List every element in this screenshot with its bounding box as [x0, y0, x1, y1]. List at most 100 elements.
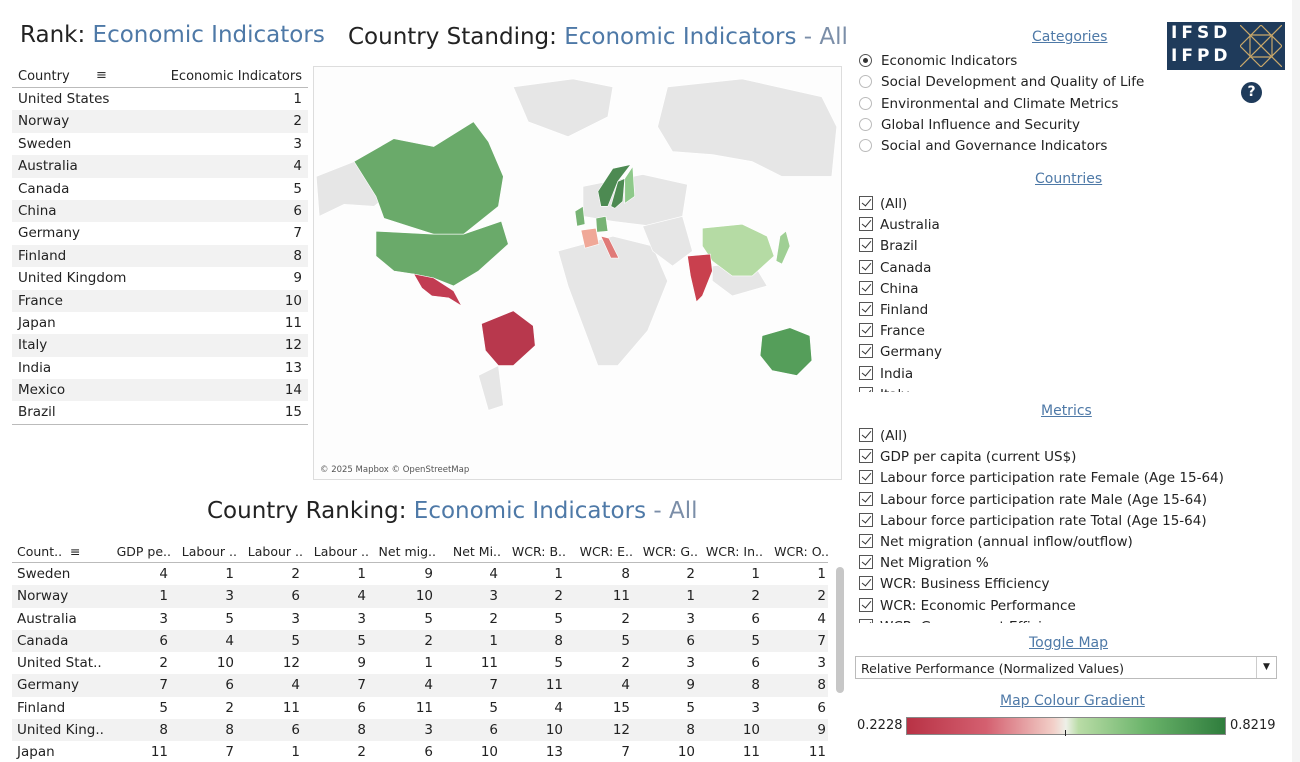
country-canada[interactable]: [353, 121, 504, 235]
metric-option[interactable]: (All): [859, 426, 907, 446]
checkbox-icon[interactable]: [859, 280, 873, 295]
country-option[interactable]: (All): [859, 194, 907, 214]
chevron-down-icon[interactable]: ▼: [1256, 657, 1276, 678]
checkbox-icon[interactable]: [859, 196, 873, 210]
rank-row[interactable]: Finland 8: [12, 244, 308, 268]
category-option[interactable]: Social Development and Quality of Life: [859, 72, 1144, 92]
radio-icon[interactable]: [859, 54, 872, 67]
checkbox-icon[interactable]: [859, 534, 873, 548]
ranking-row[interactable]: Sweden 4 1 2 1 9 4 1 8 2 1 1: [12, 563, 828, 585]
rank-row[interactable]: United Kingdom 9: [12, 267, 308, 289]
checkbox-icon[interactable]: [859, 259, 873, 274]
checkbox-icon[interactable]: [859, 302, 873, 316]
ranking-col-metric[interactable]: Labour ..: [181, 544, 237, 559]
ranking-col-metric[interactable]: WCR: In..: [705, 544, 763, 559]
checkbox-icon[interactable]: [859, 386, 873, 392]
category-option[interactable]: Economic Indicators: [859, 51, 1017, 71]
radio-icon[interactable]: [859, 96, 872, 110]
radio-icon[interactable]: [859, 139, 872, 153]
ranking-col-metric[interactable]: GDP pe..: [116, 544, 171, 559]
ranking-scrollbar-thumb[interactable]: [836, 567, 844, 693]
toggle-map-select[interactable]: Relative Performance (Normalized Values)…: [855, 656, 1277, 679]
country-germany[interactable]: [595, 215, 609, 233]
rank-row[interactable]: United States 1: [12, 88, 308, 110]
country-option[interactable]: China: [859, 279, 919, 299]
country-option[interactable]: Canada: [859, 258, 931, 278]
checkbox-icon[interactable]: [859, 555, 873, 570]
checkbox-icon[interactable]: [859, 512, 873, 527]
radio-icon[interactable]: [859, 117, 872, 131]
checkbox-icon[interactable]: [859, 491, 873, 506]
country-china[interactable]: [702, 223, 775, 277]
ranking-col-metric[interactable]: WCR: G..: [642, 544, 698, 559]
ranking-col-metric[interactable]: WCR: B..: [511, 544, 566, 559]
country-option[interactable]: India: [859, 364, 913, 384]
country-japan[interactable]: [775, 230, 791, 265]
ranking-col-metric[interactable]: WCR: O..: [774, 544, 829, 559]
checkbox-icon[interactable]: [859, 365, 873, 380]
rank-row[interactable]: Mexico 14: [12, 379, 308, 402]
country-mexico[interactable]: [413, 273, 463, 307]
country-united-states[interactable]: [375, 220, 509, 287]
ranking-col-metric[interactable]: Labour ..: [313, 544, 369, 559]
ranking-row[interactable]: Australia 3 5 3 3 5 2 5 2 3 6 4: [12, 608, 828, 630]
metric-option[interactable]: Labour force participation rate Total (A…: [859, 511, 1207, 531]
world-map-svg[interactable]: [314, 67, 841, 479]
rank-row[interactable]: Brazil 15: [12, 401, 308, 423]
checkbox-icon[interactable]: [859, 576, 873, 591]
checkbox-icon[interactable]: [859, 217, 873, 232]
countries-list[interactable]: (All) Australia Brazil Canada China Finland Fr…: [0, 193, 1300, 392]
rank-row[interactable]: Sweden 3: [12, 133, 308, 155]
checkbox-icon[interactable]: [859, 344, 873, 359]
rank-row[interactable]: Canada 5: [12, 178, 308, 200]
sort-icon[interactable]: ≡: [70, 544, 81, 559]
metric-option[interactable]: GDP per capita (current US$): [859, 447, 1076, 467]
ranking-col-metric[interactable]: Net Mi..: [452, 544, 501, 559]
country-italy[interactable]: [600, 235, 620, 259]
ranking-row[interactable]: Japan 11 7 1 2 6 10 13 7 10 11 11: [12, 741, 828, 762]
ranking-row[interactable]: Finland 5 2 11 6 11 5 4 15 5 3 6: [12, 697, 828, 719]
category-option[interactable]: Environmental and Climate Metrics: [859, 94, 1118, 114]
country-option[interactable]: France: [859, 321, 925, 341]
rank-row[interactable]: Japan 11: [12, 312, 308, 334]
rank-row[interactable]: Norway 2: [12, 110, 308, 133]
country-option[interactable]: Brazil: [859, 236, 918, 256]
rank-col-value[interactable]: Economic Indicators: [170, 69, 302, 84]
country-option[interactable]: Germany: [859, 342, 942, 362]
metric-option[interactable]: Labour force participation rate Male (Ag…: [859, 490, 1207, 510]
ranking-col-country[interactable]: Count..: [17, 544, 63, 559]
rank-row[interactable]: Germany 7: [12, 222, 308, 244]
checkbox-icon[interactable]: [859, 597, 873, 612]
rank-row[interactable]: India 13: [12, 357, 308, 379]
category-option[interactable]: Global Influence and Security: [859, 115, 1080, 135]
country-sweden[interactable]: [610, 177, 626, 209]
country-finland[interactable]: [624, 165, 636, 204]
checkbox-icon[interactable]: [859, 238, 873, 253]
country-option[interactable]: Italy: [859, 385, 909, 392]
country-australia[interactable]: [759, 327, 813, 376]
ranking-col-metric[interactable]: WCR: E..: [579, 544, 633, 559]
ranking-scrollbar[interactable]: [835, 565, 845, 762]
country-option[interactable]: Australia: [859, 215, 940, 235]
country-brazil[interactable]: [481, 310, 536, 366]
ranking-row[interactable]: Canada 6 4 5 5 2 1 8 5 6 5 7: [12, 629, 828, 653]
rank-row[interactable]: Australia 4: [12, 155, 308, 178]
metric-option[interactable]: WCR: Economic Performance: [859, 596, 1076, 616]
checkbox-icon[interactable]: [859, 470, 873, 485]
country-india[interactable]: [687, 253, 713, 303]
ranking-row[interactable]: Norway 1 3 6 4 10 3 2 11 1 2 2: [12, 585, 828, 608]
sort-icon[interactable]: ≡: [96, 68, 107, 83]
country-france[interactable]: [580, 227, 600, 249]
rank-row[interactable]: France 10: [12, 289, 308, 312]
metric-option[interactable]: Net Migration %: [859, 553, 989, 573]
ranking-row[interactable]: United King.. 8 8 6 8 3 6 10 12 8 10 9: [12, 719, 828, 742]
ranking-row[interactable]: United Stat.. 2 10 12 9 1 11 5 2 3 6 3: [12, 652, 828, 674]
rank-row[interactable]: Italy 12: [12, 334, 308, 357]
country-option[interactable]: Finland: [859, 300, 928, 320]
ranking-col-metric[interactable]: Net mig..: [378, 544, 436, 559]
category-option[interactable]: Social and Governance Indicators: [859, 136, 1107, 156]
metric-option[interactable]: Labour force participation rate Female (…: [859, 468, 1224, 488]
metric-option[interactable]: WCR: Business Efficiency: [859, 574, 1049, 594]
checkbox-icon[interactable]: [859, 618, 873, 623]
checkbox-icon[interactable]: [859, 449, 873, 464]
